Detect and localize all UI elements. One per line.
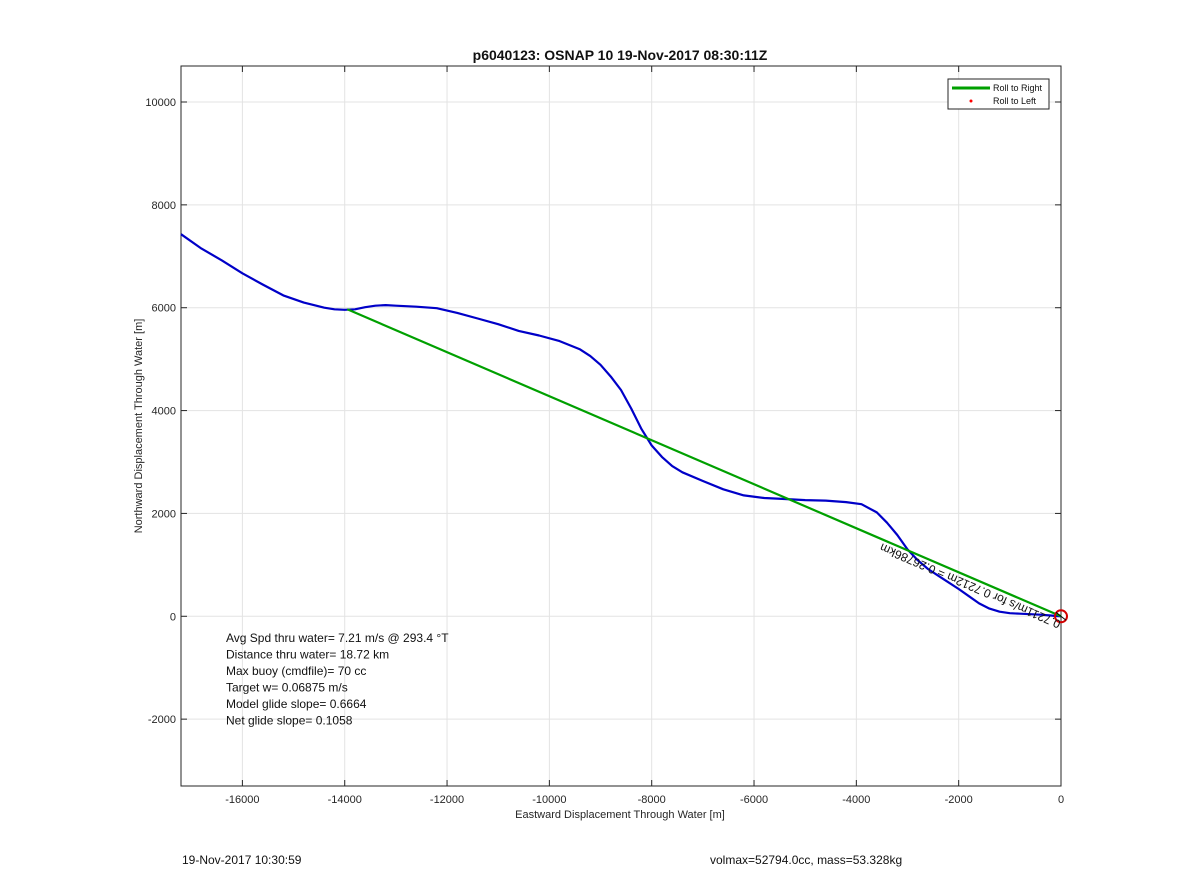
trajectory-line	[180, 233, 1062, 618]
y-tick-label: 2000	[152, 508, 176, 520]
roll-right-line	[346, 308, 1062, 618]
x-tick-label: -8000	[638, 794, 666, 806]
legend-swatch	[969, 99, 973, 103]
legend: Roll to Right Roll to Left	[947, 78, 1050, 110]
x-tick-label: 0	[1058, 794, 1064, 806]
y-tick-label: 10000	[145, 97, 176, 109]
stats-line: Model glide slope= 0.6664	[226, 697, 367, 711]
x-tick-label: -12000	[430, 794, 464, 806]
x-tick-label: -4000	[842, 794, 870, 806]
plot-lines	[180, 233, 1062, 618]
legend-label: Roll to Right	[993, 83, 1043, 93]
x-tick-label: -10000	[532, 794, 566, 806]
x-tick-label: -16000	[225, 794, 259, 806]
chart-title: p6040123: OSNAP 10 19-Nov-2017 08:30:11Z	[473, 47, 768, 63]
y-tick-label: 0	[170, 611, 176, 623]
footer-info: volmax=52794.0cc, mass=53.328kg	[710, 853, 903, 867]
target-cross	[1055, 611, 1067, 621]
stats-line: Avg Spd thru water= 7.21 m/s @ 293.4 °T	[226, 631, 449, 645]
footer-timestamp: 19-Nov-2017 10:30:59	[182, 853, 302, 867]
axes-box	[180, 65, 1062, 787]
axis-ticks: -16000 -14000 -12000 -10000 -8000 -6000 -4000 -…	[145, 66, 1064, 806]
x-axis-label: Eastward Displacement Through Water [m]	[515, 809, 725, 821]
stats-line: Target w= 0.06875 m/s	[226, 681, 348, 695]
stats-annotation: Avg Spd thru water= 7.21 m/s @ 293.4 °T D…	[226, 631, 449, 728]
y-tick-label: 8000	[152, 200, 176, 212]
legend-label: Roll to Left	[993, 96, 1037, 106]
x-tick-label: -2000	[945, 794, 973, 806]
target-marker	[1054, 609, 1068, 624]
stats-line: Distance thru water= 18.72 km	[226, 648, 389, 662]
stats-line: Net glide slope= 0.1058	[226, 714, 353, 728]
y-tick-label: 4000	[152, 406, 176, 418]
target-circle	[1054, 609, 1068, 624]
x-tick-label: -6000	[740, 794, 768, 806]
stats-line: Max buoy (cmdfile)= 70 cc	[226, 664, 366, 678]
legend-box	[947, 78, 1050, 110]
y-axis-label: Northward Displacement Through Water [m]	[133, 319, 145, 534]
x-tick-label: -14000	[328, 794, 362, 806]
y-tick-label: 6000	[152, 303, 176, 315]
grid	[181, 66, 1062, 786]
y-tick-label: -2000	[148, 714, 176, 726]
